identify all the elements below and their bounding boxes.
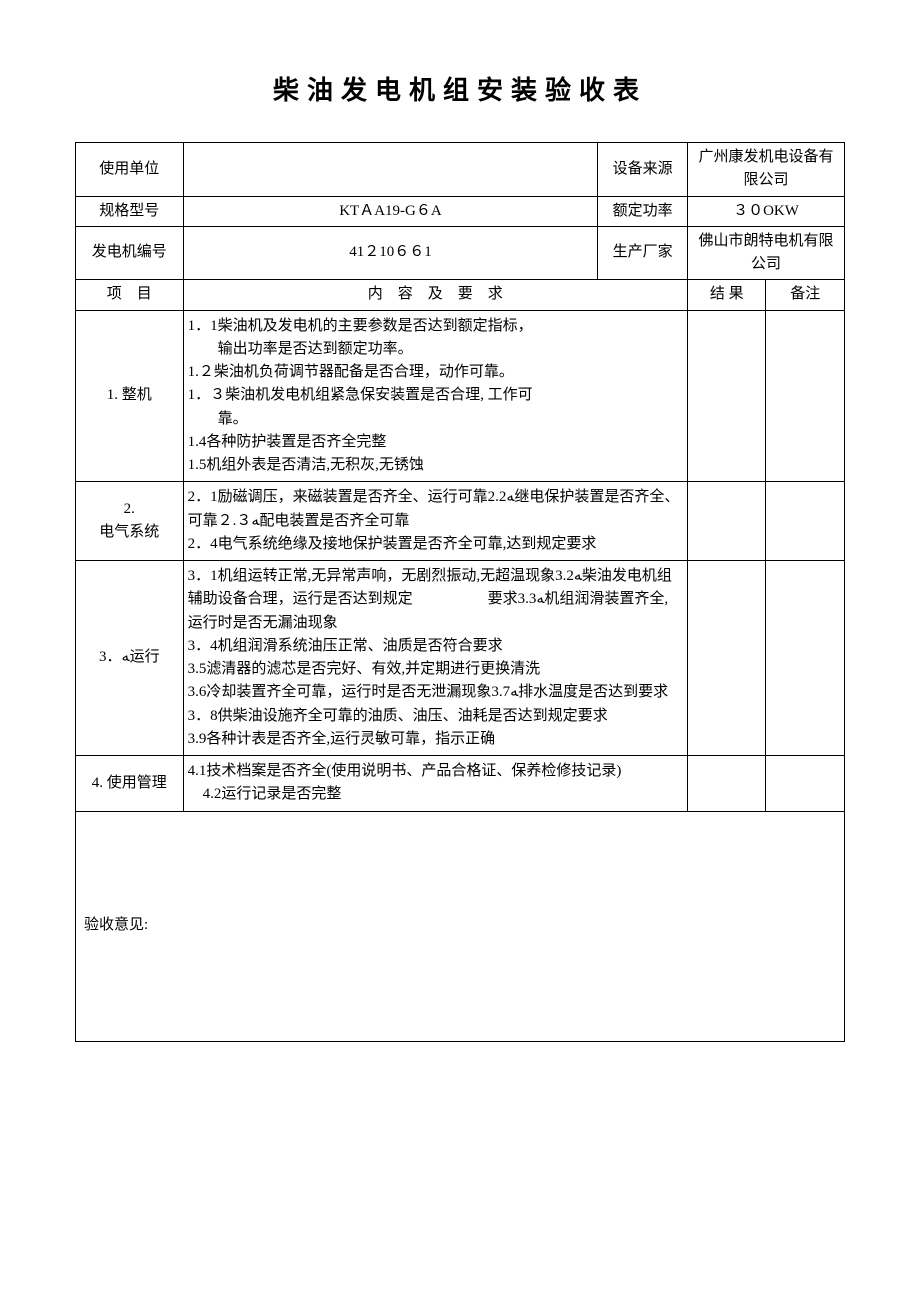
table-row: 3．ﻪ运行 3．1机组运转正常,无异常声响，无剧烈振动,无超温现象3.2ﻪ柴油发… (76, 561, 845, 756)
rated-power-label: 额定功率 (598, 196, 688, 226)
table-row: 项 目 内 容 及 要 求 结 果 备注 (76, 280, 845, 310)
table-row: 验收意见: (76, 811, 845, 1041)
equip-source-value: 广州康发机电设备有限公司 (688, 143, 845, 197)
section-1-result (688, 310, 766, 482)
spec-model-label: 规格型号 (76, 196, 184, 226)
use-unit-value (183, 143, 598, 197)
content-label: 内 容 及 要 求 (183, 280, 687, 310)
section-2-remark (766, 482, 845, 561)
section-1-content: 1．1柴油机及发电机的主要参数是否达到额定指标， 输出功率是否达到额定功率。1.… (183, 310, 687, 482)
remark-label: 备注 (766, 280, 845, 310)
section-2-content: 2．1励磁调压，来磁装置是否齐全、运行可靠2.2ﻪ继电保护装置是否齐全、可靠２.… (183, 482, 687, 561)
result-label: 结 果 (688, 280, 766, 310)
section-2-label: 2.电气系统 (76, 482, 184, 561)
section-4-label: 4. 使用管理 (76, 756, 184, 812)
manufacturer-label: 生产厂家 (598, 226, 688, 280)
table-row: 2.电气系统 2．1励磁调压，来磁装置是否齐全、运行可靠2.2ﻪ继电保护装置是否… (76, 482, 845, 561)
section-3-content: 3．1机组运转正常,无异常声响，无剧烈振动,无超温现象3.2ﻪ柴油发电机组辅助设… (183, 561, 687, 756)
section-2-result (688, 482, 766, 561)
table-row: 使用单位 设备来源 广州康发机电设备有限公司 (76, 143, 845, 197)
section-4-result (688, 756, 766, 812)
section-3-result (688, 561, 766, 756)
project-label: 项 目 (76, 280, 184, 310)
section-4-content: 4.1技术档案是否齐全(使用说明书、产品合格证、保养检修技记录) 4.2运行记录… (183, 756, 687, 812)
spec-model-value: KTＡA19-G６A (183, 196, 598, 226)
table-row: 4. 使用管理 4.1技术档案是否齐全(使用说明书、产品合格证、保养检修技记录)… (76, 756, 845, 812)
page-title: 柴油发电机组安装验收表 (75, 70, 845, 107)
section-3-remark (766, 561, 845, 756)
table-row: 发电机编号 41２10６６1 生产厂家 佛山市朗特电机有限公司 (76, 226, 845, 280)
gen-number-label: 发电机编号 (76, 226, 184, 280)
section-4-remark (766, 756, 845, 812)
table-row: 规格型号 KTＡA19-G６A 额定功率 ３０OKW (76, 196, 845, 226)
table-row: 1. 整机 1．1柴油机及发电机的主要参数是否达到额定指标， 输出功率是否达到额… (76, 310, 845, 482)
gen-number-value: 41２10６６1 (183, 226, 598, 280)
section-1-remark (766, 310, 845, 482)
use-unit-label: 使用单位 (76, 143, 184, 197)
section-3-label: 3．ﻪ运行 (76, 561, 184, 756)
manufacturer-value: 佛山市朗特电机有限公司 (688, 226, 845, 280)
acceptance-table: 使用单位 设备来源 广州康发机电设备有限公司 规格型号 KTＡA19-G６A 额… (75, 142, 845, 1042)
rated-power-value: ３０OKW (688, 196, 845, 226)
equip-source-label: 设备来源 (598, 143, 688, 197)
section-1-label: 1. 整机 (76, 310, 184, 482)
opinion-cell: 验收意见: (76, 811, 845, 1041)
